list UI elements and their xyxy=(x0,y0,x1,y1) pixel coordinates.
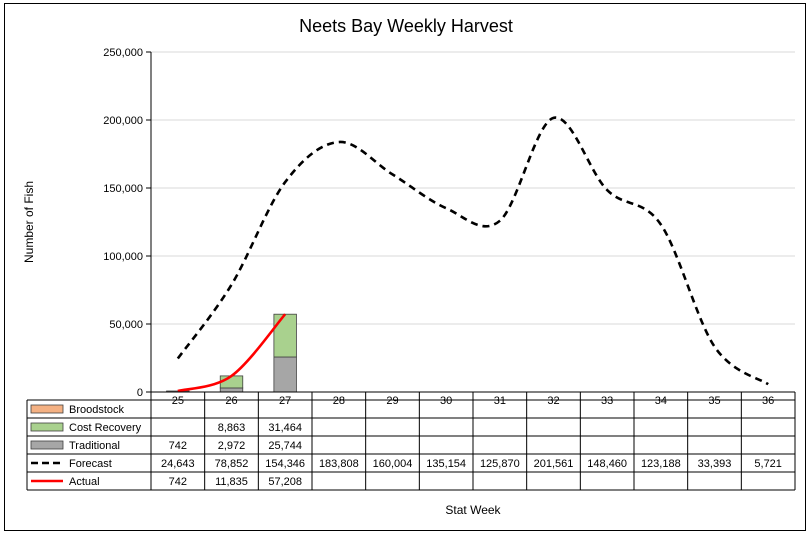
x-tick-label: 27 xyxy=(279,395,291,407)
legend-key-traditional xyxy=(30,440,64,450)
table-cell-forecast: 24,643 xyxy=(161,458,195,470)
x-tick-label: 34 xyxy=(655,395,667,407)
table-cell-cost-recovery: 8,863 xyxy=(218,422,246,434)
x-tick-label: 26 xyxy=(225,395,237,407)
series-lines xyxy=(176,116,769,393)
data-table: 25 26 27 28 29 30 31 32 33 34 35 36 Broodstock Cost R… xyxy=(26,391,796,491)
legend-key-broodstock xyxy=(30,404,64,414)
table-cell-traditional: 25,744 xyxy=(268,440,302,452)
chart-frame xyxy=(4,3,806,531)
x-tick-label: 30 xyxy=(440,395,452,407)
table-cell-forecast: 183,808 xyxy=(319,458,359,470)
y-tick-label: 200,000 xyxy=(103,115,143,127)
table-cell-forecast: 78,852 xyxy=(215,458,249,470)
forecast-line xyxy=(176,116,769,386)
chart-title: Neets Bay Weekly Harvest xyxy=(299,16,513,36)
table-cell-forecast: 148,460 xyxy=(587,458,627,470)
y-tick-label: 100,000 xyxy=(103,251,143,263)
y-axis-label: Number of Fish xyxy=(22,181,36,263)
bar-cost-recovery-week-27 xyxy=(273,313,297,358)
legend-label-broodstock: Broodstock xyxy=(69,404,125,416)
x-axis-label: Stat Week xyxy=(445,503,501,517)
bars xyxy=(166,313,297,393)
table-cell-forecast: 201,561 xyxy=(534,458,574,470)
legend-key-cost-recovery xyxy=(30,422,64,432)
bar-traditional-week-26 xyxy=(219,387,244,393)
legend-label-actual: Actual xyxy=(69,476,100,488)
y-tick-label: 150,000 xyxy=(103,183,143,195)
bar-traditional-week-27 xyxy=(273,356,297,393)
x-tick-label: 25 xyxy=(172,395,184,407)
x-tick-label: 28 xyxy=(333,395,345,407)
table-cell-traditional: 742 xyxy=(169,440,187,452)
actual-line xyxy=(177,313,287,393)
y-axis-ticks: 0 50,000 100,000 150,000 200,000 250,000 xyxy=(103,47,152,399)
table-cell-actual: 57,208 xyxy=(268,476,302,488)
legend-label-traditional: Traditional xyxy=(69,440,120,452)
gridlines xyxy=(151,51,795,325)
x-tick-label: 31 xyxy=(494,395,506,407)
table-cell-forecast: 125,870 xyxy=(480,458,520,470)
table-cell-actual: 11,835 xyxy=(215,476,248,488)
table-cell-forecast: 135,154 xyxy=(426,458,466,470)
x-tick-label: 33 xyxy=(601,395,613,407)
table-cell-traditional: 2,972 xyxy=(218,440,246,452)
y-tick-label: 50,000 xyxy=(109,319,143,331)
table-cell-cost-recovery: 31,464 xyxy=(268,422,302,434)
x-tick-label: 32 xyxy=(547,395,559,407)
table-cell-actual: 742 xyxy=(169,476,187,488)
y-tick-label: 250,000 xyxy=(103,47,143,59)
table-cell-forecast: 33,393 xyxy=(698,458,732,470)
legend-label-cost-recovery: Cost Recovery xyxy=(69,422,142,434)
table-cell-forecast: 5,721 xyxy=(754,458,782,470)
x-tick-label: 29 xyxy=(386,395,398,407)
legend-label-forecast: Forecast xyxy=(69,458,112,470)
x-tick-label: 36 xyxy=(762,395,774,407)
table-cell-forecast: 123,188 xyxy=(641,458,681,470)
y-tick-label: 0 xyxy=(137,387,143,399)
table-cell-forecast: 154,346 xyxy=(265,458,305,470)
x-tick-label: 35 xyxy=(708,395,720,407)
table-cell-forecast: 160,004 xyxy=(373,458,413,470)
